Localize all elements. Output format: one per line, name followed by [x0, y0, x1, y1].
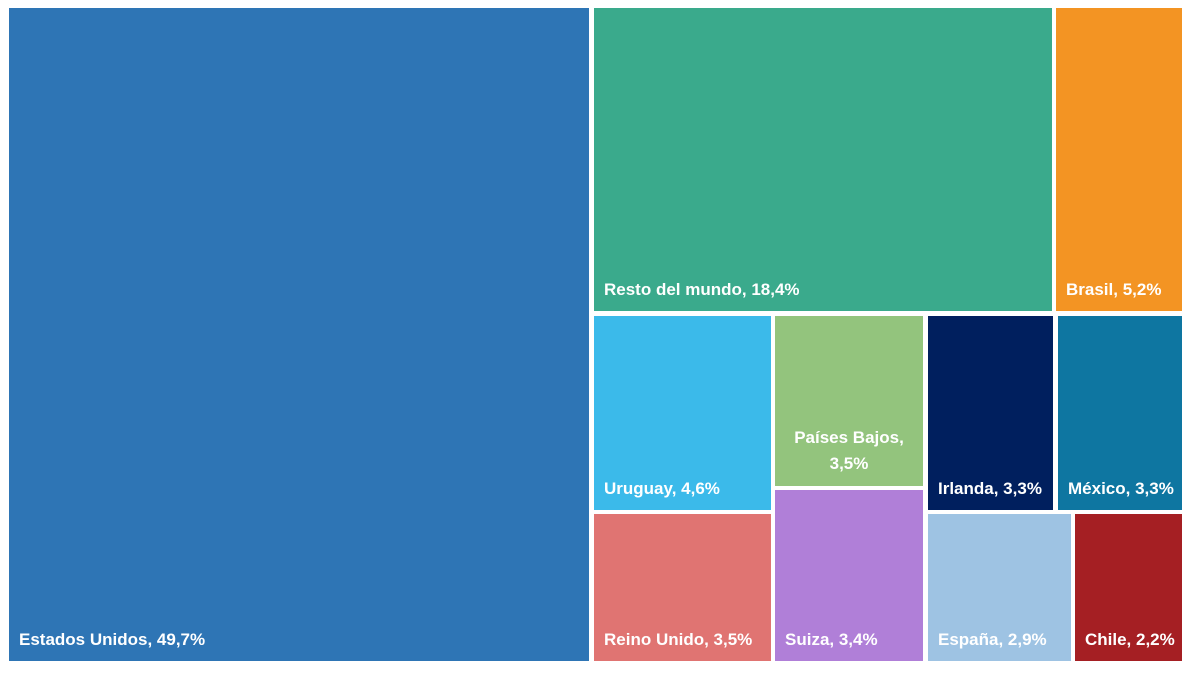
treemap-tile-paises-bajos: Países Bajos, 3,5% — [775, 316, 923, 486]
treemap-tile-mexico: México, 3,3% — [1058, 316, 1182, 510]
treemap-tile-uruguay: Uruguay, 4,6% — [594, 316, 771, 510]
treemap-tile-suiza: Suiza, 3,4% — [775, 490, 923, 661]
treemap-label-suiza: Suiza, 3,4% — [785, 630, 878, 649]
treemap-label-reino-unido: Reino Unido, 3,5% — [604, 630, 753, 649]
treemap-label-irlanda: Irlanda, 3,3% — [938, 479, 1042, 498]
treemap-tile-espana: España, 2,9% — [928, 514, 1071, 661]
treemap-tile-brasil: Brasil, 5,2% — [1056, 8, 1182, 311]
treemap-tile-estados-unidos: Estados Unidos, 49,7% — [9, 8, 589, 661]
treemap-label-mexico: México, 3,3% — [1068, 479, 1174, 498]
treemap-tile-chile: Chile, 2,2% — [1075, 514, 1182, 661]
treemap-tile-irlanda: Irlanda, 3,3% — [928, 316, 1053, 510]
treemap-label-resto-del-mundo: Resto del mundo, 18,4% — [604, 280, 800, 299]
treemap-tile-reino-unido: Reino Unido, 3,5% — [594, 514, 771, 661]
treemap-label-espana: España, 2,9% — [938, 630, 1047, 649]
treemap-label-chile: Chile, 2,2% — [1085, 630, 1175, 649]
treemap-label-uruguay: Uruguay, 4,6% — [604, 479, 720, 498]
treemap-label-brasil: Brasil, 5,2% — [1066, 280, 1162, 299]
treemap-label-estados-unidos: Estados Unidos, 49,7% — [19, 630, 206, 649]
treemap-label-paises-bajos: Países Bajos, 3,5% — [794, 428, 904, 473]
treemap-tile-resto-del-mundo: Resto del mundo, 18,4% — [594, 8, 1052, 311]
